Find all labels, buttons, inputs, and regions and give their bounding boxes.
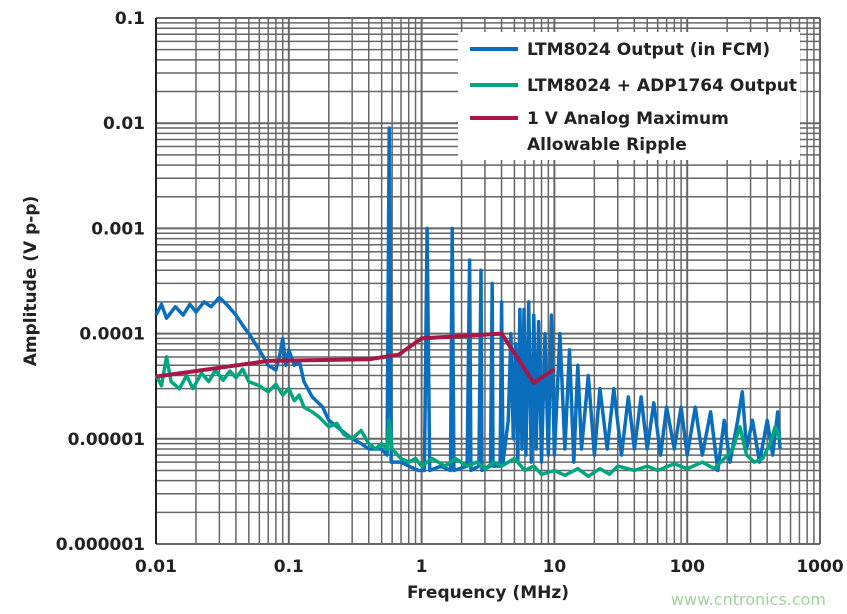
- y-axis-label: Amplitude (V p-p): [21, 196, 41, 367]
- x-tick-label: 0.1: [274, 557, 304, 577]
- legend-label-3: 1 V Analog Maximum: [527, 109, 729, 129]
- series-line-2: [154, 355, 782, 479]
- x-tick-label: 100: [669, 557, 705, 577]
- legend-box: [458, 32, 800, 160]
- legend-label-1: LTM8024 Output (in FCM): [527, 40, 770, 60]
- y-tick-label: 0.01: [103, 114, 145, 134]
- x-tick-label: 10: [543, 557, 567, 577]
- tick-labels: 0.01 0.1 1 10 100 1000 0.1 0.01 0.001 0.0001 0.000…: [56, 9, 844, 577]
- series-line-1: [154, 126, 782, 473]
- series-line-3: [155, 331, 556, 385]
- y-tick-label: 0.000001: [56, 535, 145, 555]
- legend: LTM8024 Output (in FCM) LTM8024 + ADP176…: [458, 32, 800, 160]
- legend-label-3b: Allowable Ripple: [527, 135, 687, 155]
- x-axis-label: Frequency (MHz): [407, 583, 569, 603]
- legend-label-2: LTM8024 + ADP1764 Output: [527, 76, 797, 96]
- x-tick-label: 0.01: [135, 557, 177, 577]
- series-group: [154, 126, 782, 479]
- x-tick-label: 1000: [796, 557, 843, 577]
- y-tick-label: 0.1: [115, 9, 145, 29]
- y-tick-label: 0.001: [91, 219, 145, 239]
- x-tick-label: 1: [416, 557, 428, 577]
- y-tick-label: 0.00001: [68, 430, 145, 450]
- watermark: www.cntronics.com: [671, 590, 826, 609]
- y-tick-label: 0.0001: [79, 325, 145, 345]
